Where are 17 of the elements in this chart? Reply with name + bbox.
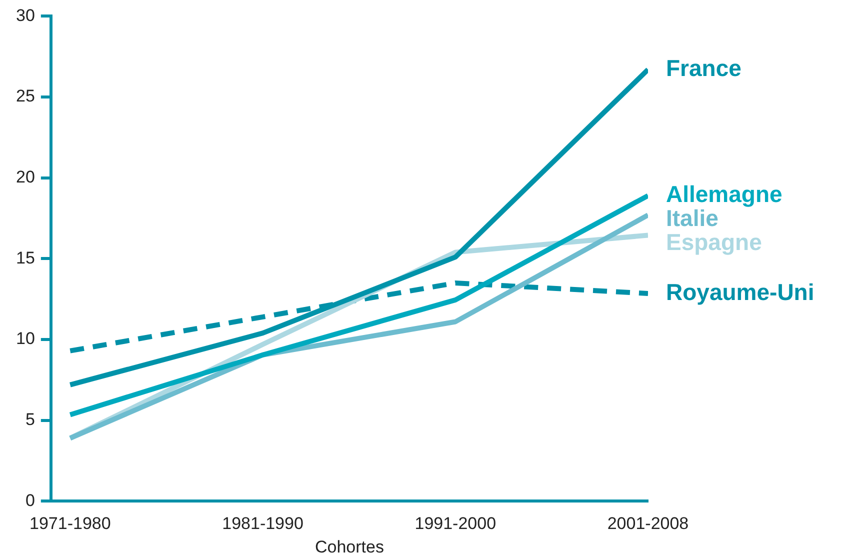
series-label: France [666, 54, 742, 81]
y-tick-label: 10 [16, 329, 35, 348]
y-tick-label: 30 [16, 6, 35, 25]
y-tick-label: 15 [16, 248, 35, 268]
y-tick-label: 20 [16, 168, 35, 187]
x-axis-title: Cohortes [314, 537, 384, 556]
x-tick-label: 1981-1990 [222, 514, 304, 534]
y-tick-label: 25 [16, 86, 35, 106]
x-tick-label: 2001-2008 [607, 514, 689, 534]
x-tick-label: 1991-2000 [414, 514, 496, 534]
series-label: Espagne [666, 228, 762, 255]
series-label: Italie [666, 204, 718, 231]
series-label: Royaume-Uni [666, 278, 814, 305]
y-tick-label: 0 [25, 490, 35, 510]
y-tick-label: 5 [25, 410, 35, 430]
x-tick-label: 1971-1980 [30, 514, 111, 534]
series-label: Allemagne [666, 180, 782, 207]
